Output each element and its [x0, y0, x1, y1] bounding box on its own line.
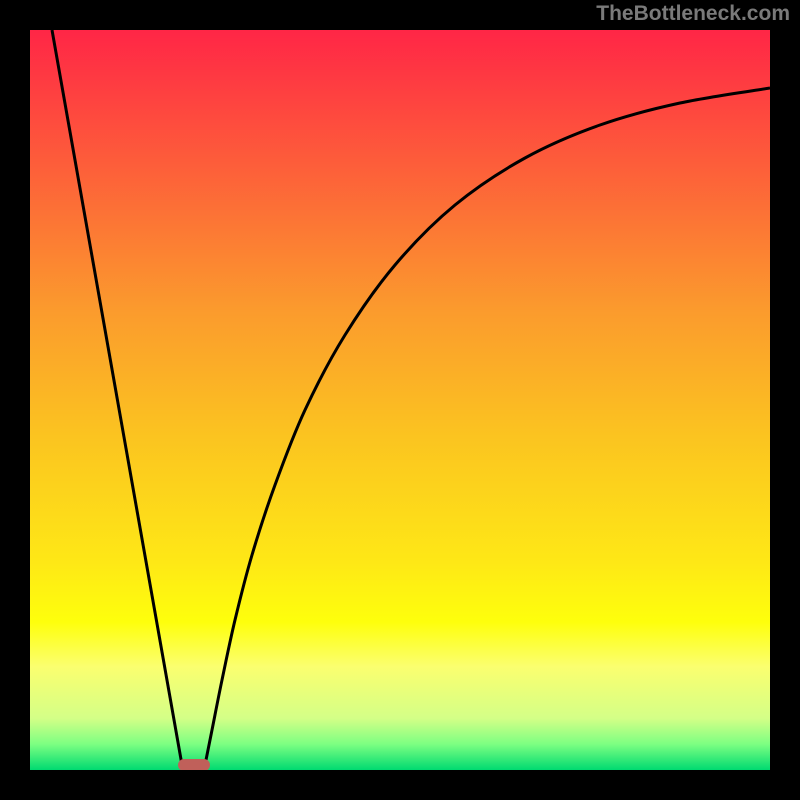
plot-area	[30, 30, 770, 770]
attribution-text: TheBottleneck.com	[596, 2, 790, 26]
optimum-marker	[178, 759, 210, 770]
bottleneck-curve	[30, 30, 770, 770]
chart-container: TheBottleneck.com	[0, 0, 800, 800]
